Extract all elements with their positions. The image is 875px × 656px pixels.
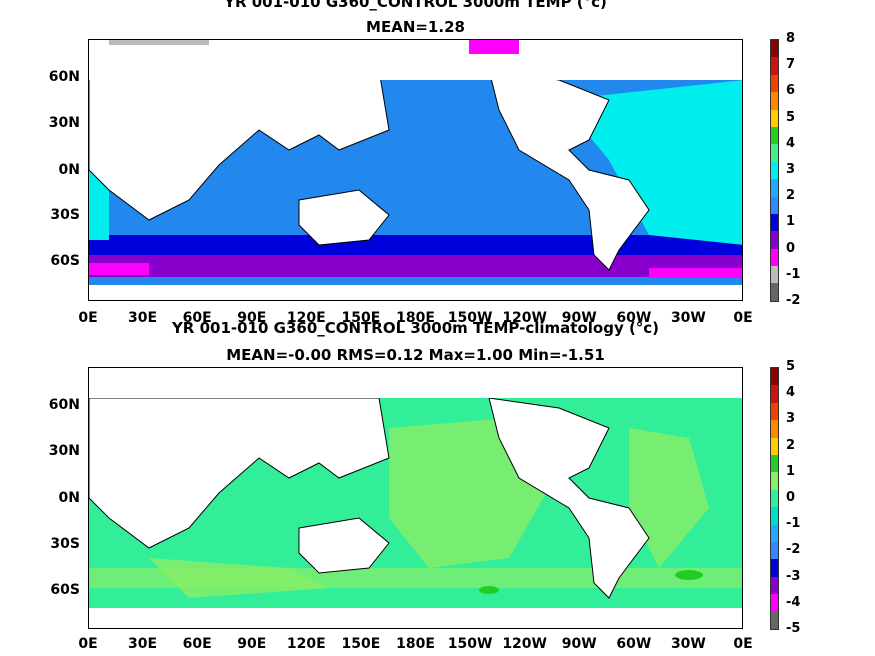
- bottom-colorbar-swatch: [771, 594, 778, 612]
- top-colorbar-swatch: [771, 144, 778, 162]
- top-colorbar: [770, 39, 779, 302]
- top-lon-label: 90E: [237, 310, 267, 326]
- top-lon-label: 180E: [396, 310, 435, 326]
- top-lon-label: 60E: [182, 310, 212, 326]
- top-colorbar-swatch: [771, 126, 778, 145]
- bottom-title-line2: MEAN=-0.00 RMS=0.12 Max=1.00 Min=-1.51: [226, 346, 605, 364]
- top-colorbar-tick: 0: [786, 240, 796, 256]
- bottom-lat-60s: 60S: [50, 582, 80, 598]
- bottom-lon-label: 90W: [561, 636, 597, 652]
- bottom-lon-label: 120W: [502, 636, 547, 652]
- bottom-colorbar-tick: 3: [786, 411, 796, 427]
- top-lat-0n: 0N: [58, 162, 80, 178]
- top-colorbar-tick: 1: [786, 214, 796, 230]
- bottom-lon-label: 150E: [341, 636, 381, 652]
- top-lon-label: 30W: [670, 310, 706, 326]
- top-colorbar-swatch: [771, 74, 778, 93]
- bottom-lat-30n: 30N: [48, 443, 80, 459]
- top-colorbar-swatch: [771, 231, 778, 249]
- top-lon-label: 90W: [561, 310, 597, 326]
- bottom-colorbar-tick: 0: [786, 490, 796, 505]
- top-title-line1: YR 001-010 G360_CONTROL 3000m TEMP (°c): [224, 0, 607, 11]
- top-colorbar-tick: 3: [786, 162, 796, 177]
- bottom-lon-label: 180E: [396, 636, 435, 652]
- bottom-colorbar-swatch: [771, 437, 778, 455]
- top-lat-60s: 60S: [50, 253, 80, 269]
- top-colorbar-tick: 8: [786, 31, 796, 46]
- top-colorbar-swatch: [771, 57, 778, 75]
- top-lon-label: 0E: [78, 310, 98, 326]
- top-lat-60n: 60N: [48, 69, 80, 85]
- top-colorbar-swatch: [771, 196, 778, 214]
- bottom-colorbar-tick: -2: [786, 542, 801, 558]
- top-colorbar-tick: 6: [786, 83, 796, 99]
- bottom-lon-label: 120E: [286, 636, 326, 652]
- top-colorbar-swatch: [771, 283, 778, 301]
- bottom-colorbar-swatch: [771, 507, 778, 525]
- top-colorbar-swatch: [771, 92, 778, 110]
- top-colorbar-swatch: [771, 266, 778, 284]
- top-colorbar-tick: -2: [786, 293, 801, 308]
- bottom-colorbar-swatch: [771, 489, 778, 508]
- bottom-colorbar-swatch: [771, 420, 778, 438]
- bottom-lon-label: 30W: [670, 636, 706, 652]
- top-colorbar-swatch: [771, 40, 778, 58]
- top-colorbar-swatch: [771, 248, 778, 267]
- bottom-colorbar-swatch: [771, 611, 778, 629]
- top-colorbar-tick: 4: [786, 135, 796, 151]
- bottom-colorbar-swatch: [771, 368, 778, 386]
- bottom-lon-label: 150W: [447, 636, 493, 652]
- bottom-colorbar: [770, 367, 779, 630]
- top-colorbar-tick: 5: [786, 109, 796, 125]
- bottom-lon-label: 0E: [733, 636, 753, 652]
- top-colorbar-tick: 7: [786, 57, 796, 73]
- bottom-colorbar-swatch: [771, 385, 778, 403]
- top-colorbar-swatch: [771, 109, 778, 127]
- bottom-lat-60n: 60N: [48, 397, 80, 413]
- bottom-colorbar-swatch: [771, 541, 778, 560]
- top-map: [88, 39, 743, 301]
- bottom-colorbar-swatch: [771, 472, 778, 490]
- bottom-colorbar-tick: -4: [786, 594, 801, 610]
- top-lat-30n: 30N: [48, 115, 80, 131]
- bottom-colorbar-swatch: [771, 454, 778, 473]
- bottom-colorbar-tick: 1: [786, 463, 796, 479]
- top-lon-label: 150W: [447, 310, 493, 326]
- bottom-colorbar-swatch: [771, 559, 778, 577]
- bottom-colorbar-swatch: [771, 524, 778, 542]
- bottom-colorbar-tick: 4: [786, 385, 796, 401]
- top-lat-30s: 30S: [50, 207, 80, 223]
- top-title-line2: MEAN=1.28: [366, 18, 465, 36]
- top-lon-label: 120E: [286, 310, 326, 326]
- bottom-lon-label: 60W: [616, 636, 652, 652]
- bottom-title-line1: YR 001-010 G360_CONTROL 3000m TEMP-clima…: [171, 319, 660, 337]
- top-colorbar-swatch: [771, 179, 778, 197]
- top-colorbar-tick: -1: [786, 266, 801, 282]
- top-lon-label: 30E: [128, 310, 158, 326]
- bottom-map-svg: [89, 368, 742, 628]
- bottom-colorbar-tick: -5: [786, 621, 801, 636]
- bottom-colorbar-tick: 5: [786, 359, 796, 374]
- top-lon-label: 120W: [502, 310, 547, 326]
- bottom-lat-30s: 30S: [50, 536, 80, 552]
- top-map-svg: [89, 40, 742, 300]
- bottom-lon-label: 0E: [78, 636, 98, 652]
- bottom-lat-0n: 0N: [58, 490, 80, 506]
- top-colorbar-swatch: [771, 161, 778, 180]
- bottom-colorbar-swatch: [771, 576, 778, 595]
- bottom-colorbar-tick: -1: [786, 516, 801, 532]
- bottom-colorbar-tick: -3: [786, 568, 801, 584]
- bottom-map: [88, 367, 743, 629]
- bottom-colorbar-tick: 2: [786, 437, 796, 453]
- top-lon-label: 60W: [616, 310, 652, 326]
- top-lon-label: 150E: [341, 310, 381, 326]
- bottom-lon-label: 30E: [128, 636, 158, 652]
- bottom-lon-label: 90E: [237, 636, 267, 652]
- bottom-lon-label: 60E: [182, 636, 212, 652]
- top-colorbar-tick: 2: [786, 188, 796, 204]
- bottom-colorbar-swatch: [771, 402, 778, 421]
- top-lon-label: 0E: [733, 310, 753, 326]
- top-colorbar-swatch: [771, 213, 778, 232]
